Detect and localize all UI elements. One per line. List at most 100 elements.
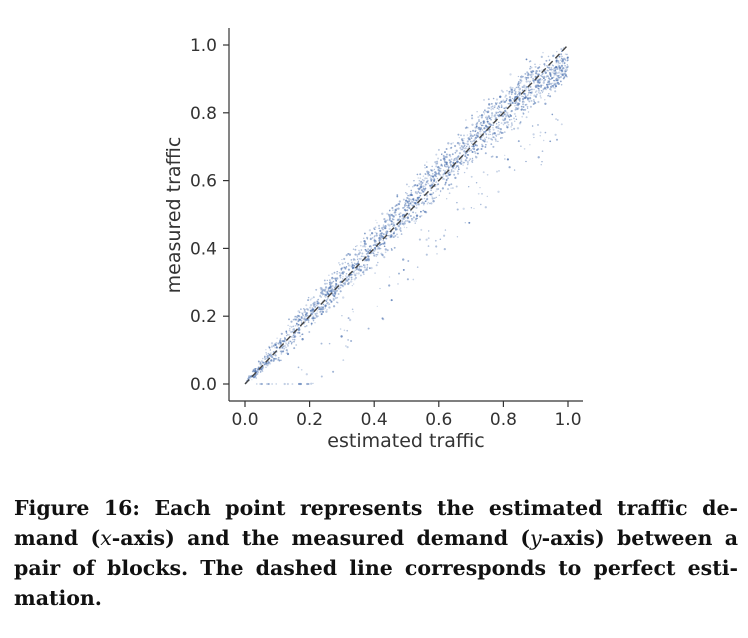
scatter-point: [309, 309, 312, 312]
scatter-point: [498, 133, 501, 135]
scatter-point: [322, 288, 325, 292]
scatter-point: [257, 360, 261, 363]
scatter-point: [316, 301, 319, 303]
scatter-point: [261, 370, 264, 373]
scatter-point: [444, 170, 447, 173]
scatter-point: [436, 162, 439, 164]
scatter-point: [336, 277, 339, 280]
scatter-point: [264, 357, 267, 361]
scatter-point: [406, 219, 409, 222]
scatter-point: [566, 69, 569, 71]
scatter-point: [380, 234, 383, 238]
scatter-point: [502, 132, 504, 134]
scatter-point: [494, 106, 496, 109]
scatter-point: [403, 226, 406, 228]
scatter-point: [481, 143, 483, 146]
scatter-point: [517, 96, 519, 98]
scatter-point: [378, 247, 381, 250]
x-tick-label: 0.4: [361, 410, 388, 430]
scatter-point: [553, 79, 555, 82]
scatter-point: [527, 87, 530, 90]
scatter-point: [305, 313, 308, 316]
scatter-point: [364, 232, 366, 235]
scatter-point: [391, 225, 394, 228]
scatter-point: [543, 80, 545, 82]
scatter-point: [563, 57, 566, 60]
scatter-point: [394, 208, 397, 212]
scatter-point: [406, 201, 409, 203]
scatter-point: [496, 170, 498, 173]
scatter-point: [310, 382, 313, 385]
scatter-point: [294, 315, 296, 318]
y-tick-label: 0.6: [190, 172, 217, 192]
scatter-point: [484, 206, 487, 209]
scatter-point: [549, 87, 552, 91]
scatter-point: [485, 133, 488, 136]
scatter-point: [367, 255, 370, 258]
scatter-point: [511, 101, 514, 105]
scatter-point: [423, 202, 426, 205]
scatter-point: [456, 158, 458, 160]
scatter-point: [427, 201, 429, 204]
scatter-point: [522, 75, 524, 78]
scatter-point: [501, 114, 505, 118]
scatter-point: [551, 71, 553, 73]
scatter-point: [475, 134, 479, 137]
scatter-point: [548, 80, 551, 83]
scatter-point: [404, 221, 406, 223]
scatter-point: [521, 100, 525, 103]
scatter-point: [316, 303, 318, 305]
scatter-point: [534, 65, 537, 68]
scatter-point: [554, 133, 557, 136]
scatter-point: [259, 371, 262, 373]
scatter-point: [373, 239, 376, 242]
scatter-point: [470, 160, 473, 163]
scatter-point: [514, 92, 517, 95]
scatter-point: [534, 63, 536, 65]
scatter-point: [292, 325, 295, 328]
scatter-point: [417, 191, 420, 193]
scatter-point: [282, 346, 285, 348]
scatter-point: [530, 76, 533, 79]
scatter-point: [367, 251, 370, 253]
scatter-point: [257, 366, 260, 368]
scatter-point: [521, 97, 525, 101]
scatter-point: [437, 148, 440, 151]
scatter-point: [394, 208, 397, 212]
scatter-point: [430, 170, 433, 172]
scatter-point: [499, 111, 502, 114]
scatter-point: [307, 299, 310, 302]
scatter-point: [555, 62, 557, 64]
scatter-point: [414, 212, 417, 214]
scatter-point: [415, 204, 418, 206]
scatter-point: [345, 273, 348, 275]
scatter-point: [525, 77, 528, 79]
scatter-point: [256, 369, 260, 372]
scatter-point: [526, 94, 529, 97]
scatter-point: [538, 66, 541, 68]
scatter-point: [300, 368, 303, 371]
scatter-point: [285, 330, 288, 333]
scatter-point: [284, 338, 287, 341]
scatter-point: [454, 144, 457, 148]
scatter-point: [518, 80, 520, 83]
scatter-point: [495, 126, 498, 129]
scatter-point: [554, 67, 556, 69]
scatter-point: [395, 204, 398, 207]
scatter-point: [517, 91, 520, 93]
scatter-point: [428, 230, 430, 232]
scatter-point: [521, 85, 524, 89]
scatter-point: [548, 93, 550, 95]
scatter-point: [459, 142, 461, 145]
scatter-point: [471, 123, 474, 126]
scatter-point: [480, 147, 483, 151]
scatter-point: [534, 86, 537, 89]
scatter-point: [560, 80, 562, 82]
scatter-point: [505, 106, 508, 109]
scatter-point: [331, 277, 334, 280]
scatter-point: [480, 126, 483, 130]
scatter-point: [540, 96, 542, 99]
caption-text-3: -axis) between a pair of blocks. The das…: [14, 526, 738, 610]
scatter-point: [398, 272, 400, 275]
scatter-point: [525, 160, 527, 163]
